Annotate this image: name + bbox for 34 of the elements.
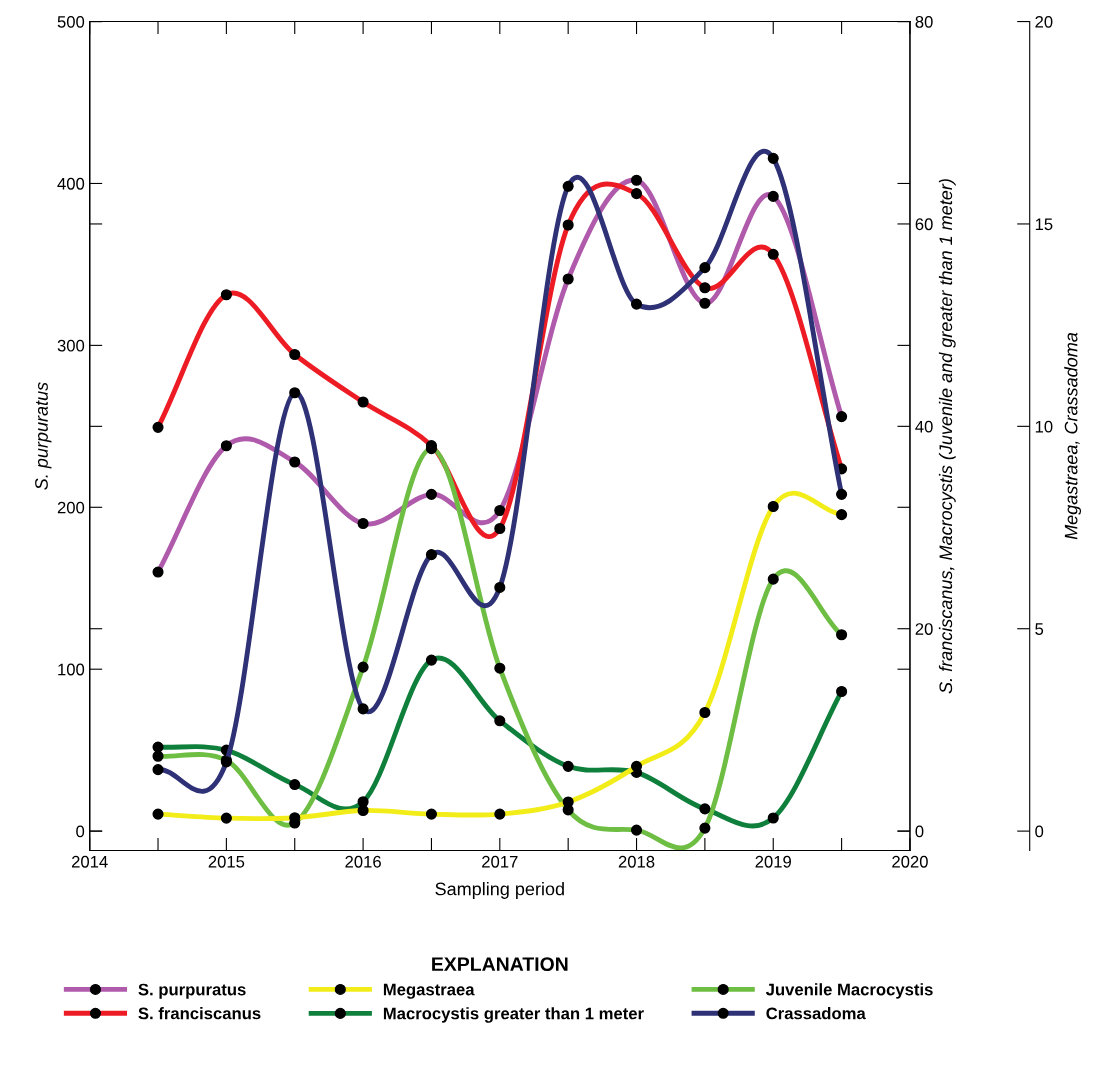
y3-tick-label: 20 — [1035, 15, 1053, 28]
y-tick-label: 300 — [57, 339, 85, 352]
legend-label: Juvenile Macrocystis — [765, 983, 933, 999]
y2-tick-label: 20 — [915, 623, 933, 635]
x-tick-label: 2014 — [71, 855, 108, 868]
x-tick-label: 2015 — [208, 855, 245, 868]
legend-label: Macrocystis greater than 1 meter — [383, 1007, 644, 1023]
y2-tick-label: 0 — [915, 825, 924, 838]
y-axis-title: S. purpuratus — [35, 382, 52, 490]
legend-label: Crassadoma — [766, 1007, 866, 1020]
x-tick-label: 2018 — [618, 855, 655, 868]
y-tick-label: 0 — [76, 825, 85, 838]
y2-axis-title: S. franciscanus, Macrocystis (Juvenile and greater than 1 meter) — [938, 179, 956, 694]
legend-label: Megastraea — [383, 983, 475, 999]
y-tick-label: 100 — [58, 663, 85, 676]
y3-tick-label: 0 — [1035, 825, 1044, 838]
y3-tick-label: 10 — [1035, 420, 1053, 433]
y3-tick-label: 15 — [1035, 218, 1053, 231]
x-tick-label: 2017 — [482, 855, 518, 868]
x-axis-title: Sampling period — [435, 882, 564, 899]
legend-label: S. purpuratus — [138, 983, 246, 999]
legend-title: EXPLANATION — [432, 957, 568, 972]
y-tick-label: 500 — [57, 15, 85, 28]
y-tick-label: 200 — [57, 501, 85, 514]
y2-tick-label: 60 — [915, 218, 933, 231]
y3-tick-label: 5 — [1035, 623, 1044, 635]
legend-label: S. franciscanus — [138, 1007, 261, 1020]
y-tick-label: 400 — [57, 177, 85, 190]
x-tick-label: 2020 — [892, 855, 928, 868]
y3-axis-title: Megastraea, Crassadoma — [1064, 332, 1082, 540]
y2-tick-label: 40 — [915, 420, 933, 433]
y2-tick-label: 80 — [915, 15, 933, 28]
x-tick-label: 2016 — [345, 855, 381, 868]
x-tick-label: 2019 — [755, 855, 791, 868]
